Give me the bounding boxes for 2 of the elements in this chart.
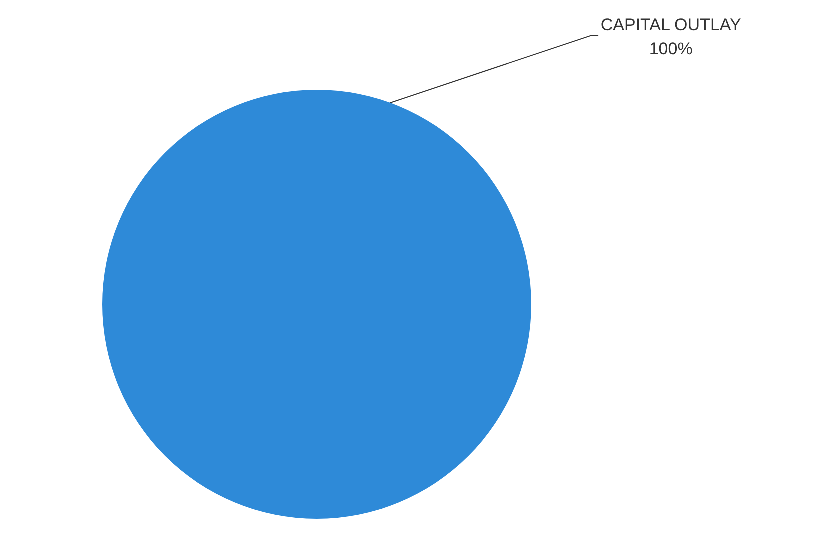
data-label: 100%: [649, 40, 693, 59]
slice-label: CAPITAL OUTLAY: [600, 16, 742, 35]
